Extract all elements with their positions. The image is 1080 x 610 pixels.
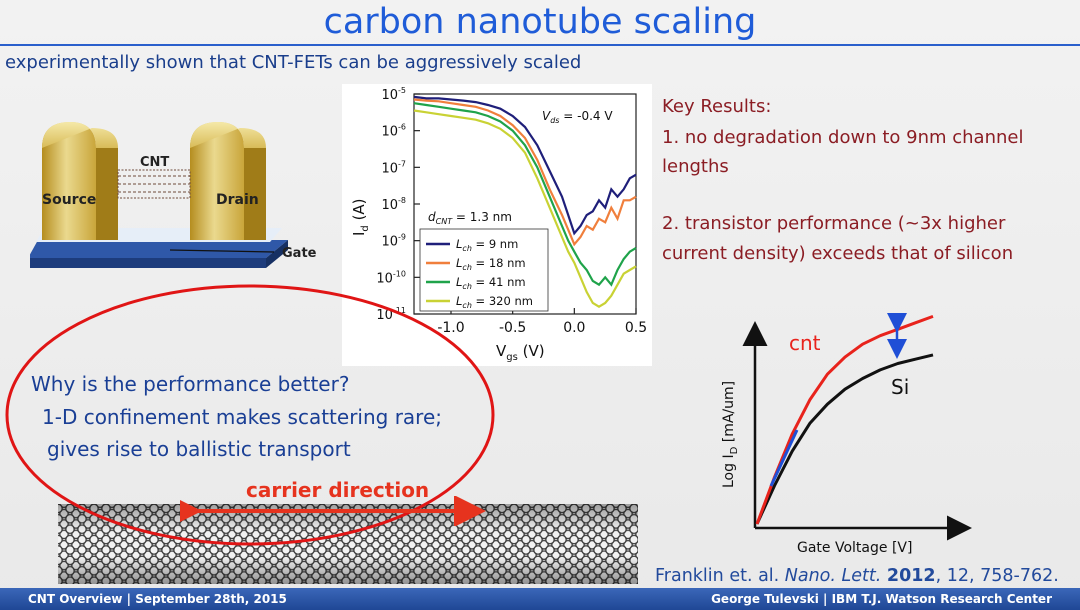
y-tick-label: 10-7: [381, 159, 406, 176]
gate-substrate: [30, 240, 288, 258]
citation: Franklin et. al. Nano. Lett. 2012, 12, 7…: [655, 566, 1059, 586]
y-tick-label: 10-11: [376, 306, 406, 323]
source-label: Source: [42, 192, 96, 208]
x-tick-label: -0.5: [499, 320, 526, 336]
x-tick-label: 0.0: [563, 320, 585, 336]
series-line: [755, 353, 934, 525]
callout-answer-line1: 1-D confinement makes scattering rare;: [42, 405, 443, 429]
footer-left-text: CNT Overview | September 28th, 2015: [28, 592, 287, 606]
slide-footer: CNT Overview | September 28th, 2015 Geor…: [0, 588, 1080, 610]
title-divider: [0, 44, 1080, 46]
series-line: [413, 98, 637, 247]
key-result-1-line1: 1. no degradation down to 9nm channel: [662, 127, 1024, 148]
schematic-iv-chart: Log ID [mA/um] Gate Voltage [V] cnt Si: [721, 313, 972, 556]
y-tick-label: 10-9: [381, 233, 406, 250]
x-tick-label: -1.0: [437, 320, 464, 336]
x-axis-label: Gate Voltage [V]: [797, 540, 912, 556]
series-line: [413, 109, 637, 308]
drain-electrode: [190, 122, 244, 240]
legend-label: Lch = 41 nm: [456, 275, 526, 291]
transfer-curve-chart: -1.0 -0.5 0.0 0.5 10-5 10-6 10-7 10-8 10-9 10-10 1…: [342, 84, 652, 366]
y-tick-label: 10-8: [381, 196, 406, 213]
series-line: [755, 314, 934, 525]
y-axis-label: Id (A): [350, 198, 371, 236]
legend-label: Lch = 18 nm: [456, 256, 526, 272]
source-electrode: [42, 122, 96, 240]
chart-background: [342, 84, 652, 366]
vds-annotation: Vds = -0.4 V: [542, 109, 613, 125]
series-line: [413, 102, 637, 287]
legend-label: Lch = 9 nm: [456, 237, 518, 253]
dcnt-annotation: dCNT = 1.3 nm: [428, 210, 512, 226]
carrier-direction-arrow: [180, 496, 486, 526]
gate-pointer: [169, 249, 275, 253]
chart-legend: Lch = 9 nm Lch = 18 nm Lch = 41 nm Lch = 32…: [419, 228, 549, 312]
drain-label: Drain: [216, 192, 259, 208]
cnt-fet-device-diagram: CNT Source Drain Gate: [30, 122, 317, 268]
si-curve-label: Si: [891, 375, 909, 399]
key-results-heading: Key Results:: [662, 96, 772, 117]
slope-indicator: [769, 429, 799, 487]
y-tick-label: 10-5: [381, 86, 406, 103]
callout-answer-line2: gives rise to ballistic transport: [47, 437, 351, 461]
callout-ellipse: [5, 284, 495, 546]
legend-label: Lch = 320 nm: [456, 294, 533, 310]
x-axis-label: Vgs (V): [496, 342, 545, 363]
gate-label: Gate: [282, 246, 317, 261]
series-line: [413, 95, 637, 236]
y-tick-label: 10-10: [376, 269, 406, 286]
key-result-2-line2: current density) exceeds that of silicon: [662, 243, 1014, 264]
key-result-1-line2: lengths: [662, 156, 729, 177]
footer-right-text: George Tulevski | IBM T.J. Watson Resear…: [711, 592, 1052, 606]
cnt-label: CNT: [140, 155, 169, 170]
callout-question: Why is the performance better?: [31, 372, 350, 396]
slide-subtitle: experimentally shown that CNT-FETs can b…: [5, 52, 582, 73]
key-result-2-line1: 2. transistor performance (~3x higher: [662, 213, 1006, 234]
y-axis-label: Log ID [mA/um]: [721, 381, 740, 488]
y-tick-label: 10-6: [381, 123, 406, 140]
cnt-curve-label: cnt: [789, 331, 821, 355]
carrier-direction-label: carrier direction: [246, 478, 430, 502]
slide-title: carbon nanotube scaling: [323, 2, 757, 42]
x-tick-label: 0.5: [625, 320, 647, 336]
